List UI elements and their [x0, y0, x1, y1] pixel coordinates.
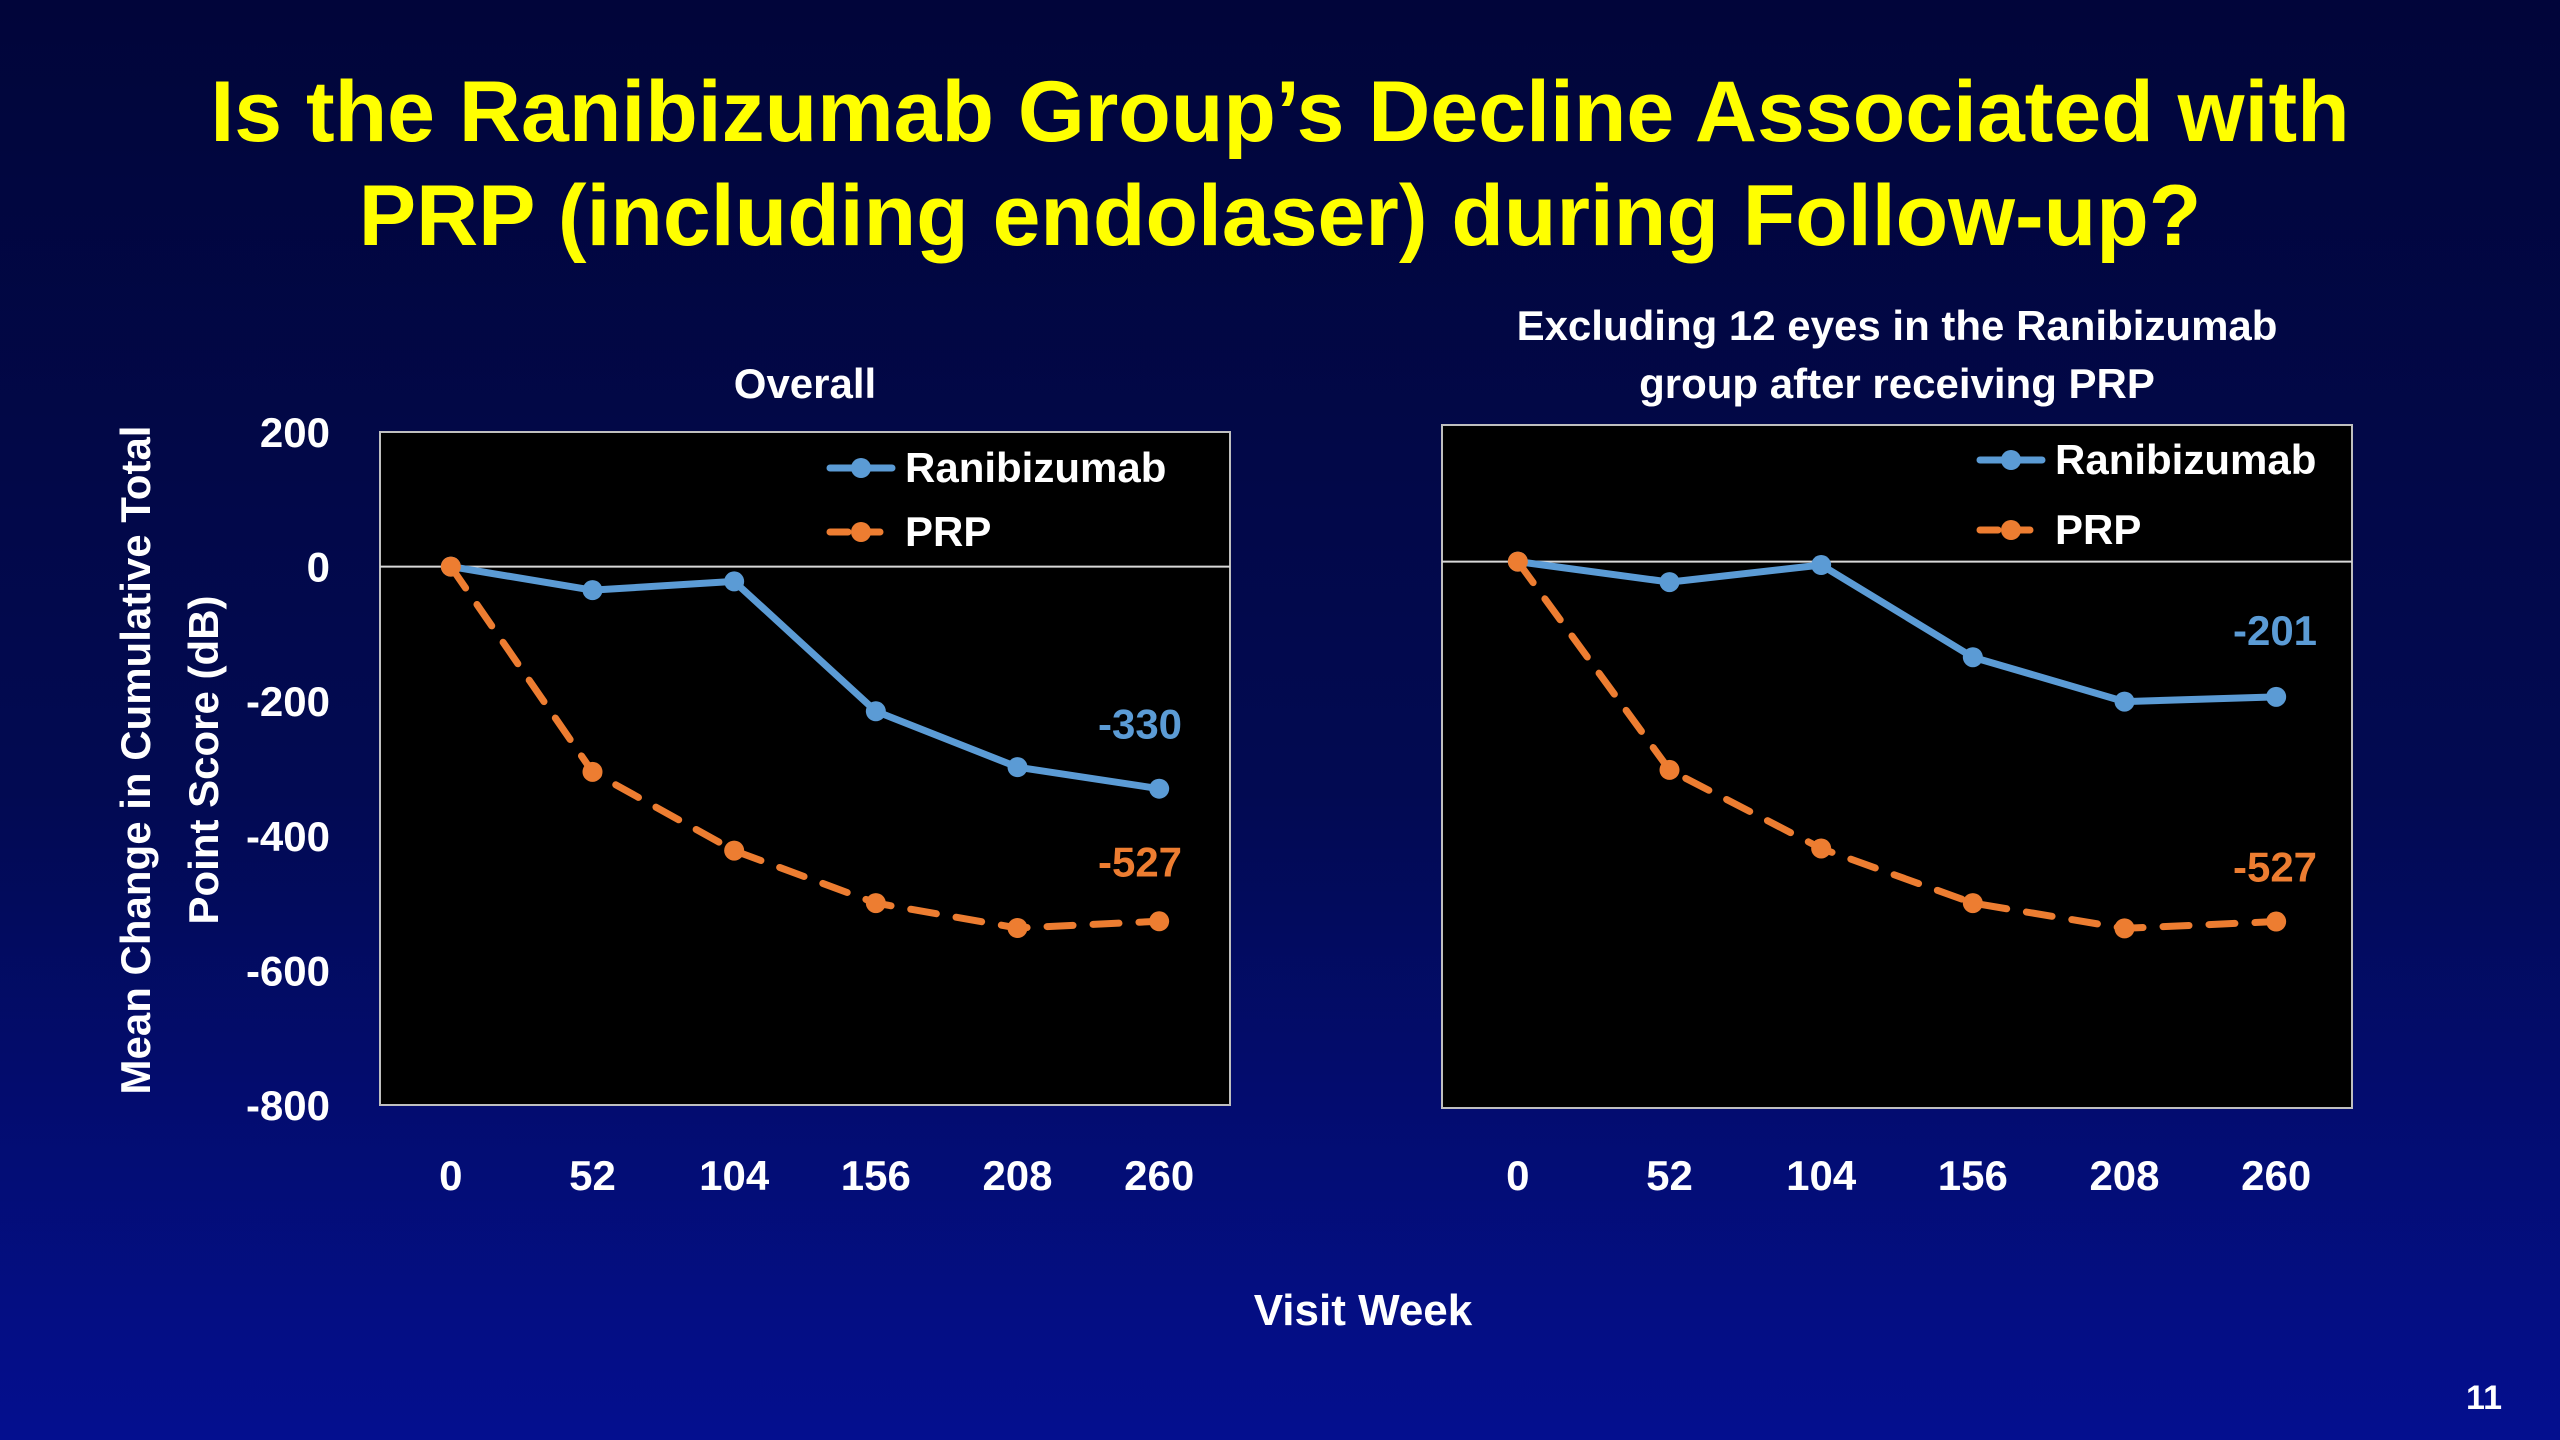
legend-marker-prp — [851, 522, 871, 542]
data-point-ranibizumab — [865, 701, 886, 722]
series-line-prp — [447, 563, 1163, 932]
legend-label-prp: PRP — [2055, 506, 2141, 553]
chart-title-2-line-2: group after receiving PRP — [1639, 360, 2155, 407]
legend-marker-ranibizumab — [851, 458, 871, 478]
y-tick-label: 0 — [307, 544, 330, 591]
data-point-ranibizumab — [724, 571, 745, 592]
data-point-prp — [2266, 911, 2287, 932]
x-axis-label: Visit Week — [1254, 1286, 1473, 1335]
page-number: 11 — [2466, 1379, 2502, 1417]
x-tick-label: 52 — [1646, 1152, 1693, 1199]
data-point-prp — [1149, 911, 1170, 932]
y-axis-label: Mean Change in Cumulative Total Point Sco… — [112, 426, 227, 1095]
data-point-prp — [582, 761, 603, 782]
annotation-ranibizumab: -330 — [1098, 701, 1182, 748]
plot-area-2 — [1441, 424, 2353, 1109]
x-tick-label: 260 — [2241, 1152, 2311, 1199]
data-point-prp — [2114, 918, 2135, 939]
data-point-ranibizumab — [582, 580, 603, 601]
annotation-prp: -527 — [2233, 844, 2317, 891]
series-line-prp — [1514, 558, 2280, 932]
slide-title: Is the Ranibizumab Group’s Decline Assoc… — [0, 60, 2560, 268]
data-point-prp — [440, 556, 461, 577]
legend-label-ranibizumab: Ranibizumab — [2055, 436, 2316, 483]
data-point-ranibizumab — [2114, 691, 2135, 712]
data-point-ranibizumab — [1659, 572, 1680, 593]
x-tick-label: 0 — [439, 1152, 462, 1199]
chart-title-1: Overall — [734, 360, 876, 407]
x-tick-label: 0 — [1506, 1152, 1529, 1199]
slide-title-line-1: Is the Ranibizumab Group’s Decline Assoc… — [210, 64, 2350, 160]
x-tick-label: 104 — [699, 1152, 770, 1199]
x-tick-label: 208 — [2089, 1152, 2159, 1199]
y-tick-label: 200 — [260, 409, 330, 456]
x-tick-label: 52 — [569, 1152, 616, 1199]
data-point-ranibizumab — [2266, 686, 2287, 707]
legend-label-ranibizumab: Ranibizumab — [905, 444, 1166, 491]
x-tick-label: 104 — [1786, 1152, 1857, 1199]
x-tick-label: 260 — [1124, 1152, 1194, 1199]
x-tick-label: 208 — [982, 1152, 1052, 1199]
data-point-prp — [865, 893, 886, 914]
data-point-prp — [724, 840, 745, 861]
legend-label-prp: PRP — [905, 508, 991, 555]
annotation-ranibizumab: -201 — [2233, 607, 2317, 654]
x-tick-label: 156 — [841, 1152, 911, 1199]
y-tick-label: -400 — [246, 813, 330, 860]
data-point-prp — [1962, 893, 1983, 914]
series-line-ranibizumab — [1514, 558, 2280, 706]
y-tick-label: -800 — [246, 1082, 330, 1129]
series-line-ranibizumab — [447, 563, 1163, 793]
slide-title-line-2: PRP (including endolaser) during Follow-… — [358, 168, 2202, 264]
y-tick-label: -600 — [246, 947, 330, 994]
legend-marker-prp — [2001, 520, 2021, 540]
data-point-ranibizumab — [1962, 647, 1983, 668]
y-tick-label: -200 — [246, 678, 330, 725]
x-tick-label: 156 — [1938, 1152, 2008, 1199]
data-point-prp — [1811, 838, 1832, 859]
chart-title-2-line-1: Excluding 12 eyes in the Ranibizumab — [1517, 302, 2278, 349]
data-point-prp — [1659, 759, 1680, 780]
annotation-prp: -527 — [1098, 838, 1182, 885]
plot-area-1 — [379, 431, 1231, 1106]
y-axis-label-line-1: Mean Change in Cumulative Total — [112, 426, 159, 1095]
data-point-ranibizumab — [1149, 778, 1170, 799]
data-point-ranibizumab — [1811, 555, 1832, 576]
data-point-ranibizumab — [1007, 757, 1028, 778]
data-point-prp — [1507, 551, 1528, 572]
legend-marker-ranibizumab — [2001, 450, 2021, 470]
y-axis-label-line-2: Point Score (dB) — [180, 595, 227, 924]
data-point-prp — [1007, 918, 1028, 939]
